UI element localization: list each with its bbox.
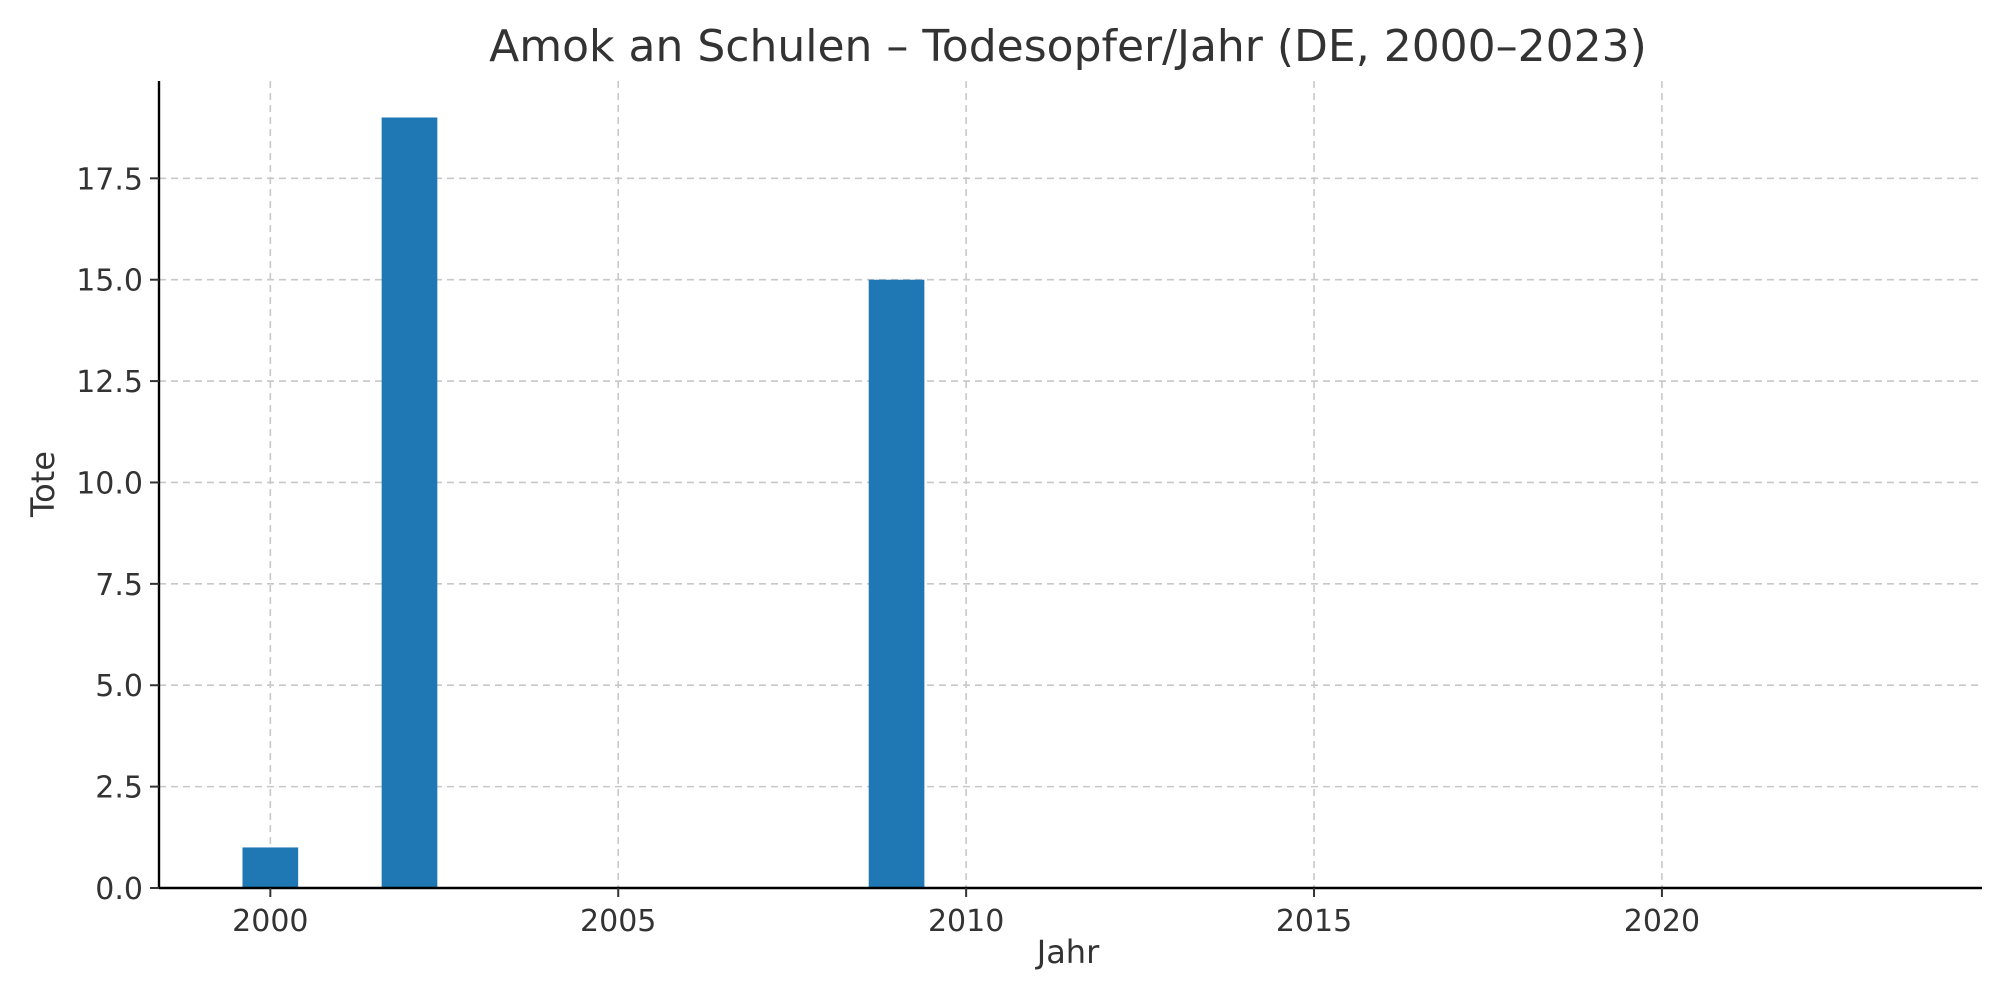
y-tick-label-0: 0.0 <box>95 872 143 907</box>
y-axis-label: Tote <box>24 451 62 518</box>
bars <box>242 117 925 888</box>
x-tick-label-1: 2005 <box>580 904 656 939</box>
x-tick-label-0: 2000 <box>232 904 308 939</box>
y-tick-label-6: 15.0 <box>76 264 143 299</box>
bar-2002 <box>381 117 438 888</box>
y-tick-label-5: 12.5 <box>76 365 143 400</box>
x-tick-label-2: 2010 <box>928 904 1004 939</box>
x-ticks: 2000 2005 2010 2015 2020 <box>232 888 1700 939</box>
y-tick-label-3: 7.5 <box>95 568 143 603</box>
y-tick-label-1: 2.5 <box>95 771 143 806</box>
bar-2000 <box>242 847 299 888</box>
x-tick-label-4: 2020 <box>1624 904 1700 939</box>
bar-2009 <box>868 279 925 888</box>
y-ticks: 0.0 2.5 5.0 7.5 10.0 12.5 15.0 17.5 <box>76 162 159 907</box>
x-axis-label: Jahr <box>1035 933 1100 971</box>
axes <box>157 81 1982 890</box>
y-tick-label-2: 5.0 <box>95 669 143 704</box>
chart-title: Amok an Schulen – Todesopfer/Jahr (DE, 2… <box>489 21 1647 72</box>
y-tick-label-4: 10.0 <box>76 466 143 501</box>
x-tick-label-3: 2015 <box>1276 904 1352 939</box>
y-tick-label-7: 17.5 <box>76 162 143 197</box>
